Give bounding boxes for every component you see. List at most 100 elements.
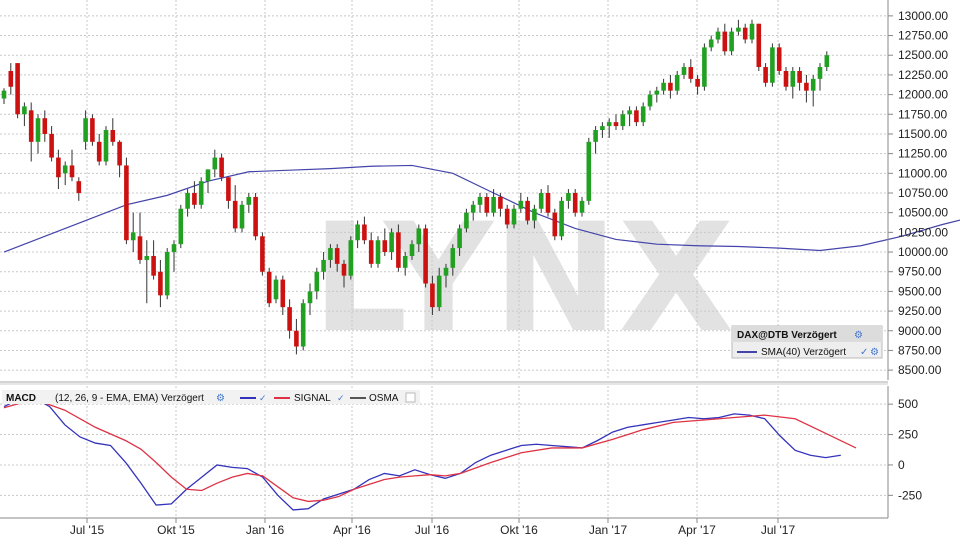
x-axis: Jul '15 Okt '15 Jan '16 Apr '16 Jul '16 Okt '… [70,518,796,537]
candle-body [450,248,456,268]
candle [810,74,816,107]
candle [137,212,143,264]
signal-check-icon[interactable]: ✓ [337,393,345,403]
candle-body [804,82,809,91]
candle-body [69,165,75,178]
candle-body [62,165,68,174]
macd-y-axis: 500 250 0 -250 [888,397,922,502]
macd-tick-label: -250 [898,488,922,502]
candle-body [117,141,122,166]
candle [103,126,109,166]
candle-body [266,271,272,304]
candle [518,193,524,213]
candle [260,232,265,276]
candle [436,267,442,312]
candle [232,185,238,233]
candle [613,114,619,131]
candle-body [22,106,27,115]
candle-body [756,23,762,68]
candle [470,200,476,221]
candle-body [579,200,585,213]
candle [253,193,258,241]
candle-body [593,130,598,142]
macd-params: (12, 26, 9 - EMA, EMA) Verzögert [55,393,204,404]
candle-body [613,122,619,127]
candle [695,74,700,95]
candle-body [518,200,524,209]
candle [164,248,170,300]
candle-body [15,63,20,115]
price-tick-label: 8500.00 [898,363,942,377]
macd-settings-icon[interactable]: ⚙ [216,393,225,404]
candle [171,240,177,272]
candle-body [185,193,190,209]
candle-body [511,208,517,225]
candle [654,86,660,103]
sma-check-icon[interactable]: ✓ [860,347,868,358]
sma-line [3,164,960,253]
candle-body [532,208,537,221]
macd-tick-label: 500 [898,397,918,411]
candle [627,106,632,127]
candle [443,263,449,288]
candle [688,59,694,83]
candle-body [736,27,741,32]
legend-title: DAX@DTB Verzögert [737,330,837,341]
legend-settings-icon[interactable]: ⚙ [854,330,863,341]
candle [151,240,156,280]
price-y-axis: 13000.00 12750.00 12500.00 12250.00 12000.00… [888,9,948,377]
candle [62,161,68,186]
price-tick-label: 11000.00 [898,166,947,180]
macd-series-line-macd [3,397,841,511]
candle [117,140,122,178]
macd-tick-label: 250 [898,428,918,442]
candle [185,189,190,217]
candle [770,43,775,87]
osma-checkbox[interactable] [405,392,416,403]
candle-body [606,122,612,127]
candle [634,106,639,127]
price-legend: DAX@DTB Verzögert ⚙ SMA(40) Verzögert ✓ … [731,325,883,359]
candle [504,204,510,229]
candle-body [307,291,313,304]
candle [246,193,252,213]
candle [239,200,245,233]
candle [124,157,129,245]
candle-body [287,307,292,331]
candle [178,204,184,249]
candle-body [375,240,381,264]
candle [35,114,41,154]
candle-body [300,303,306,347]
candle [56,149,61,190]
candle [715,27,721,44]
candle [1,88,7,105]
candle [219,153,224,182]
price-tick-label: 12500.00 [898,48,948,62]
price-tick-label: 11250.00 [898,147,947,161]
candle-body [661,82,666,91]
candle-body [409,244,415,256]
candle-body [396,232,401,268]
candle-body [382,240,388,253]
candle [450,244,456,276]
sma-settings-icon[interactable]: ⚙ [870,347,879,358]
candle-body [722,31,728,52]
price-tick-label: 11500.00 [898,127,947,141]
candle-body [491,196,496,213]
x-tick-label: Apr '16 [333,523,371,537]
candle [334,244,340,272]
candle [28,102,34,162]
candle-body [627,110,632,115]
macd-series-check-icon[interactable]: ✓ [259,393,267,403]
candle [736,19,741,36]
price-tick-label: 9750.00 [898,265,942,279]
x-tick-label: Jul '17 [761,523,796,537]
macd-grid [0,386,888,518]
candle [307,283,313,316]
candle-body [362,224,367,241]
candle [620,110,626,131]
candle [348,236,354,280]
candle [110,118,116,146]
candle [790,67,796,99]
candle-body [294,330,299,347]
